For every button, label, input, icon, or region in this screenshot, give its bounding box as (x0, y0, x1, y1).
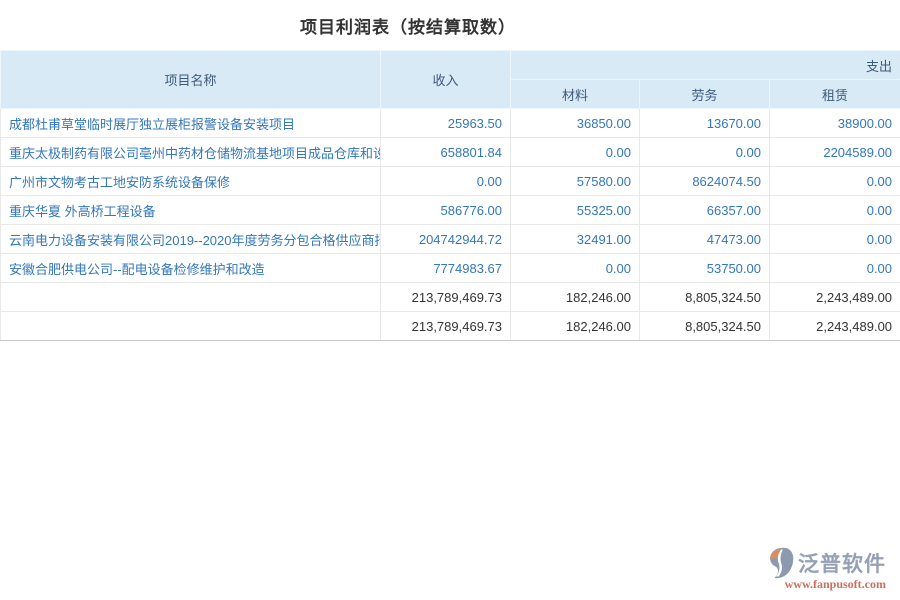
project-name-link[interactable]: 云南电力设备安装有限公司2019--2020年度劳务分包合格供应商招标 (0, 224, 381, 254)
total-labor-cell: 8,805,324.50 (639, 311, 770, 341)
income-cell: 7774983.67 (380, 253, 511, 283)
table-row: 成都杜甫草堂临时展厅独立展柜报警设备安装项目 25963.50 36850.00… (0, 108, 900, 138)
labor-cell: 66357.00 (639, 195, 770, 225)
material-cell: 0.00 (510, 253, 640, 283)
col-header-rent[interactable]: 租赁 (768, 79, 900, 109)
rent-cell: 0.00 (768, 166, 900, 196)
labor-cell: 0.00 (639, 137, 770, 167)
project-name-link[interactable]: 重庆华夏 外高桥工程设备 (0, 195, 381, 225)
table-row: 安徽合肥供电公司--配电设备检修维护和改造 7774983.67 0.00 53… (0, 253, 900, 283)
fanpusoft-watermark: 泛普软件 www.fanpusoft.com (754, 547, 886, 592)
subtotal-material-cell: 182,246.00 (510, 282, 640, 312)
page-title: 项目利润表（按结算取数） (300, 17, 516, 37)
material-cell: 36850.00 (510, 108, 640, 138)
project-name-link[interactable]: 重庆太极制药有限公司亳州中药材仓储物流基地项目成品仓库和设备 (0, 137, 381, 167)
material-cell: 32491.00 (510, 224, 640, 254)
col-header-expense-group: 支出 (509, 50, 900, 80)
income-cell: 586776.00 (380, 195, 511, 225)
material-cell: 57580.00 (510, 166, 640, 196)
rent-cell: 0.00 (768, 253, 900, 283)
rent-cell: 0.00 (768, 224, 900, 254)
rent-cell: 0.00 (768, 195, 900, 225)
brand-name: 泛普软件 (798, 553, 886, 576)
col-header-material[interactable]: 材料 (510, 79, 640, 109)
total-income-cell: 213,789,469.73 (380, 311, 511, 341)
brand-url-link[interactable]: www.fanpusoft.com (784, 577, 886, 591)
total-label-cell (0, 311, 381, 341)
material-cell: 0.00 (510, 137, 640, 167)
col-header-labor[interactable]: 劳务 (639, 79, 770, 109)
title-bar: 项目利润表（按结算取数） (0, 0, 900, 50)
project-name-link[interactable]: 成都杜甫草堂临时展厅独立展柜报警设备安装项目 (0, 108, 381, 138)
subtotal-labor-cell: 8,805,324.50 (639, 282, 770, 312)
subtotal-income-cell: 213,789,469.73 (380, 282, 511, 312)
total-material-cell: 182,246.00 (510, 311, 640, 341)
project-name-link[interactable]: 广州市文物考古工地安防系统设备保修 (0, 166, 381, 196)
subtotal-row: 213,789,469.73 182,246.00 8,805,324.50 2… (0, 282, 900, 312)
grand-total-row: 213,789,469.73 182,246.00 8,805,324.50 2… (0, 311, 900, 341)
labor-cell: 8624074.50 (639, 166, 770, 196)
income-cell: 204742944.72 (380, 224, 511, 254)
project-profit-table: 项目名称 收入 支出 材料 劳务 租赁 成都杜甫草堂临时展厅独立展柜报警设备安装… (0, 50, 900, 341)
col-header-income[interactable]: 收入 (380, 50, 511, 109)
project-name-link[interactable]: 安徽合肥供电公司--配电设备检修维护和改造 (0, 253, 381, 283)
fanpu-logo-icon (768, 547, 796, 579)
income-cell: 658801.84 (380, 137, 511, 167)
table-row: 重庆华夏 外高桥工程设备 586776.00 55325.00 66357.00… (0, 195, 900, 225)
income-cell: 0.00 (380, 166, 511, 196)
table-row: 云南电力设备安装有限公司2019--2020年度劳务分包合格供应商招标 2047… (0, 224, 900, 254)
labor-cell: 47473.00 (639, 224, 770, 254)
rent-cell: 38900.00 (768, 108, 900, 138)
col-header-project-name[interactable]: 项目名称 (0, 50, 381, 109)
subtotal-label-cell (0, 282, 381, 312)
table-row: 重庆太极制药有限公司亳州中药材仓储物流基地项目成品仓库和设备 658801.84… (0, 137, 900, 167)
material-cell: 55325.00 (510, 195, 640, 225)
labor-cell: 13670.00 (639, 108, 770, 138)
rent-cell: 2204589.00 (768, 137, 900, 167)
table-row: 广州市文物考古工地安防系统设备保修 0.00 57580.00 8624074.… (0, 166, 900, 196)
income-cell: 25963.50 (380, 108, 511, 138)
labor-cell: 53750.00 (639, 253, 770, 283)
total-rent-cell: 2,243,489.00 (768, 311, 900, 341)
subtotal-rent-cell: 2,243,489.00 (768, 282, 900, 312)
